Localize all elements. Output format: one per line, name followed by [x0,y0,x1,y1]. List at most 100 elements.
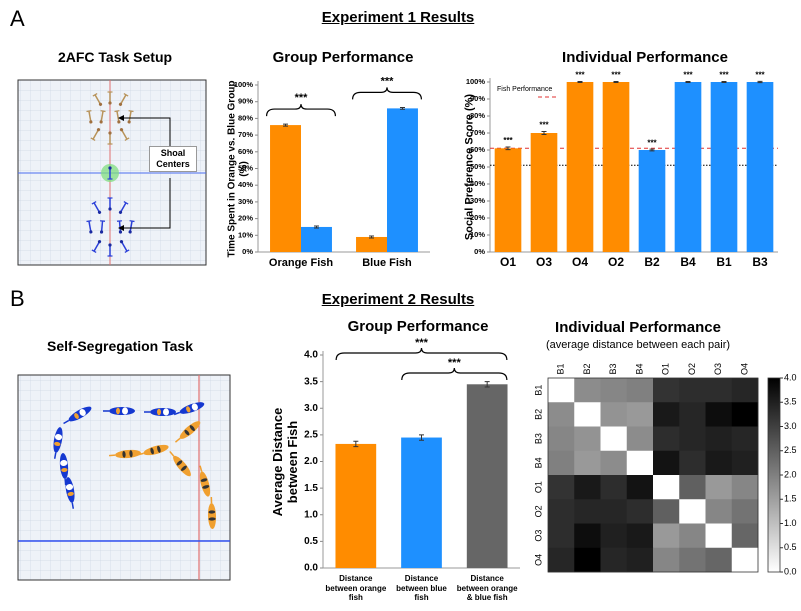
heatmap-cell [627,378,654,403]
heatmap-cell [679,427,706,452]
heatmap-cell [548,499,575,524]
significance-label: *** [683,71,693,80]
heatmap-cell [548,427,575,452]
y-axis-label: Time Spent in Orange vs. Blue Group (%) [227,79,250,259]
x-tick-label: Distance between orange & blue fish [454,574,520,603]
y-tick-label: 2.0 [304,456,318,467]
significance-label: *** [539,121,549,130]
heatmap-cell [627,427,654,452]
bar [387,108,418,252]
bar [603,82,630,252]
heatmap-cell [627,402,654,427]
heatmap-cell [732,378,759,403]
heatmap-cell [574,378,601,403]
heatmap-cell [627,548,654,573]
heatmap-cell [706,427,733,452]
x-tick-label: Distance between orange fish [323,574,389,603]
heatmap-cell [574,499,601,524]
y-axis-label: Average Distance between Fish [271,387,301,537]
colorbar-tick-label: 2.5 [784,445,797,455]
illustration-title: Self-Segregation Task [47,338,193,354]
heatmap-cell [732,475,759,500]
heatmap-cell [627,524,654,549]
heatmap-cell [653,524,680,549]
heatmap-cell [679,524,706,549]
heatmap-cell [627,499,654,524]
significance-label: *** [295,92,309,104]
annotation: Shoal Centers [149,146,197,172]
significance-label: *** [755,70,765,79]
heatmap-cell [732,499,759,524]
x-tick-label: B4 [680,255,696,269]
bar [747,82,774,252]
column-label: B3 [608,363,618,374]
significance-brace [336,348,507,360]
heatmap-cell [601,451,628,476]
heatmap-cell [548,378,575,403]
heatmap-cell [548,524,575,549]
heatmap-cell [679,475,706,500]
column-label: B4 [634,363,644,374]
heatmap-cell [706,378,733,403]
heatmap-cell [653,427,680,452]
column-label: O4 [739,363,749,375]
x-tick-label: O4 [572,255,588,269]
y-tick-label: 0.0 [304,563,318,574]
y-tick-label: 3.5 [304,376,318,387]
bar [467,384,508,568]
heatmap-cell [548,548,575,573]
row-label: O2 [533,505,543,517]
row-label: B1 [533,385,543,396]
row-label: O3 [533,530,543,542]
colorbar-tick-label: 0.5 [784,542,797,552]
bar [567,82,594,252]
bar [639,150,666,252]
row-label: B4 [533,457,543,468]
heatmap-cell [706,548,733,573]
heatmap-cell [706,499,733,524]
heatmap-cell [679,402,706,427]
figure: Group Performance0%10%20%30%40%50%60%70%… [0,0,801,611]
heatmap-cell [706,451,733,476]
colorbar-tick-label: 1.0 [784,518,797,528]
heatmap-cell [574,524,601,549]
heatmap-cell [706,402,733,427]
heatmap-cell [601,427,628,452]
significance-label: *** [647,138,657,147]
chart-subtitle: (average distance between each pair) [546,339,730,351]
heatmap-cell [601,402,628,427]
panel-title: Experiment 1 Results [322,9,475,26]
significance-brace [267,104,336,116]
y-tick-label: 1.0 [304,509,318,520]
bar [401,438,442,568]
heatmap-cell [653,402,680,427]
x-tick-label: B2 [644,255,660,269]
colorbar [768,378,780,572]
significance-label: *** [719,71,729,80]
x-tick-label: B3 [752,255,768,269]
x-tick-label: Orange Fish [269,257,333,269]
colorbar-tick-label: 4.0 [784,372,797,382]
x-tick-label: Blue Fish [362,257,412,269]
chart-title: Group Performance [348,318,489,335]
colorbar-tick-label: 0.0 [784,566,797,576]
heatmap-cell [706,524,733,549]
bar [495,148,522,252]
x-tick-label: B1 [716,255,732,269]
x-tick-label: O1 [500,255,516,269]
heatmap-cell [732,427,759,452]
heatmap-cell [679,451,706,476]
bar [301,227,332,252]
row-label: B2 [533,409,543,420]
heatmap-cell [601,475,628,500]
colorbar-tick-label: 3.0 [784,421,797,431]
colorbar-tick-label: 3.5 [784,397,797,407]
task-setup-illustration [18,80,206,265]
heatmap-cell [548,451,575,476]
chart-title: Individual Performance [555,319,721,336]
heatmap-cell [732,451,759,476]
colorbar-tick-label: 1.5 [784,494,797,504]
heatmap-cell [574,427,601,452]
significance-label: *** [381,75,395,87]
y-tick-label: 0.5 [304,536,318,547]
